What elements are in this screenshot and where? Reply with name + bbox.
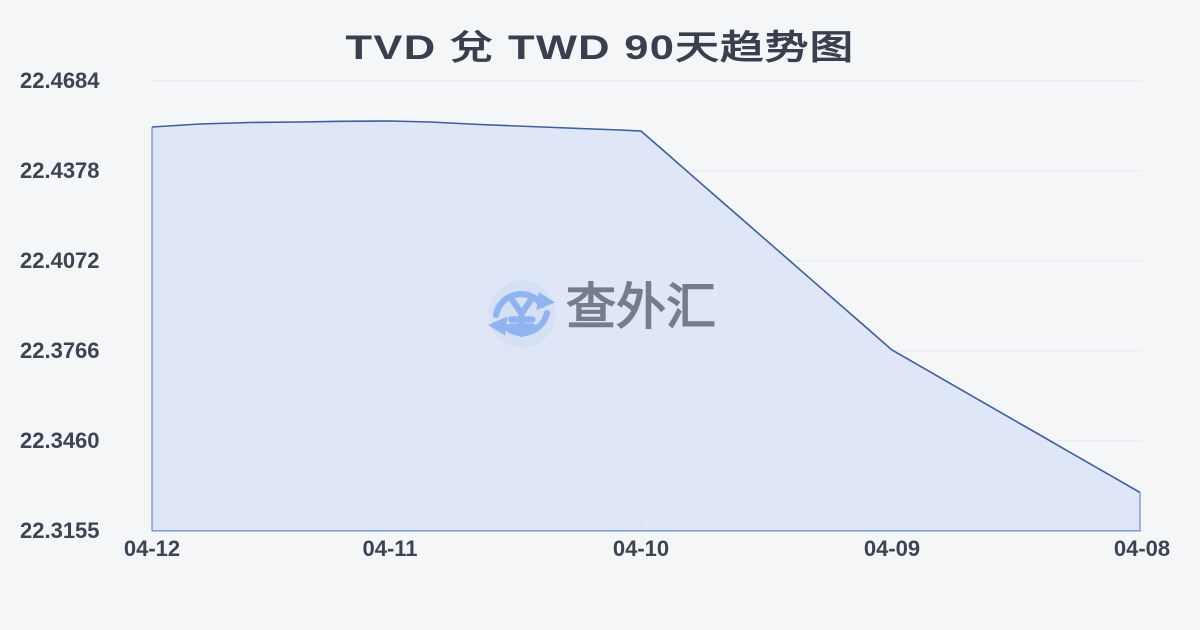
svg-text:04-11: 04-11	[362, 536, 417, 561]
svg-text:04-12: 04-12	[124, 536, 180, 561]
svg-text:22.3155: 22.3155	[20, 518, 100, 543]
svg-text:04-09: 04-09	[864, 536, 920, 561]
svg-text:04-08: 04-08	[1114, 536, 1170, 561]
svg-text:04-10: 04-10	[613, 536, 669, 561]
svg-text:22.4684: 22.4684	[20, 68, 100, 93]
svg-text:22.4072: 22.4072	[20, 248, 100, 273]
svg-text:22.3766: 22.3766	[20, 338, 100, 363]
svg-text:查外汇: 查外汇	[566, 279, 716, 335]
svg-text:22.3460: 22.3460	[20, 428, 100, 453]
svg-text:22.4378: 22.4378	[20, 158, 100, 183]
